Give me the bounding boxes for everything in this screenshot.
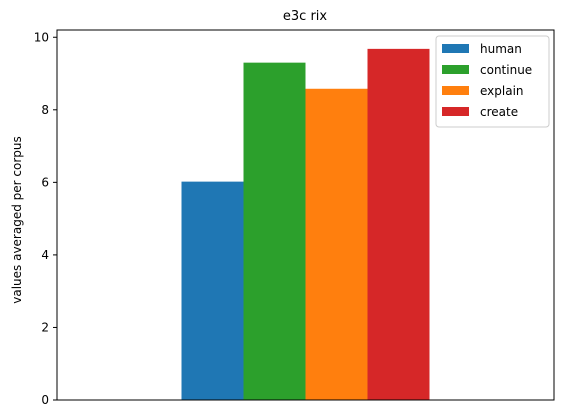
y-axis-ticks: 0 2 4 6 8 10 [34,30,57,407]
legend-label-human: human [480,42,522,56]
plot-frame [56,29,555,401]
y-tick-label: 2 [41,320,49,334]
legend-box [435,35,550,128]
bar-explain [305,88,368,400]
bar-create [367,48,430,401]
bar-human [181,181,244,400]
y-tick-label: 6 [41,175,49,189]
legend-label-create: create [480,105,518,119]
legend-label-continue: continue [480,63,532,77]
legend-swatch-human [442,44,469,53]
chart-title: e3c rix [283,9,328,24]
bar-continue [243,62,306,400]
legend-label-explain: explain [480,84,524,98]
legend-swatch-create [442,107,469,116]
bars-group [181,48,430,401]
y-tick-label: 4 [41,248,49,262]
y-axis-label: values averaged per corpus [10,136,24,304]
y-tick-label: 10 [34,30,49,44]
y-tick-label: 0 [41,393,49,407]
legend: human continue explain create [435,35,550,128]
legend-swatch-explain [442,86,469,95]
y-tick-label: 8 [41,103,49,117]
legend-swatch-continue [442,65,469,74]
